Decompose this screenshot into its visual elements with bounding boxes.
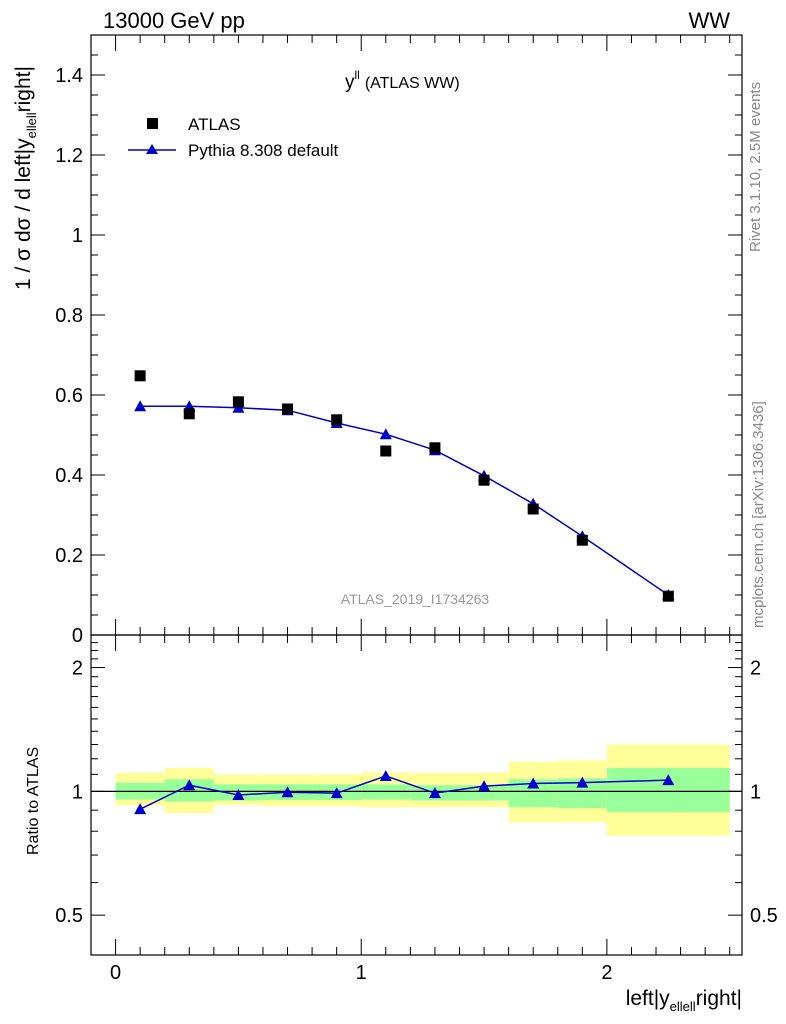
ratio-pythia-point [379, 769, 392, 781]
main-y-label-end: right| [12, 66, 35, 112]
ratio-uncertainty-bands [91, 744, 742, 836]
main-y-tick-label: 0.8 [55, 305, 83, 327]
plot-title-sup: ll [355, 68, 360, 82]
ratio-pythia-point [232, 788, 245, 800]
atlas-point [183, 408, 195, 420]
ratio-y-tick-label: 2 [72, 658, 83, 680]
source-label: mcplots.cern.ch [arXiv:1306.3436] [750, 401, 767, 628]
legend-label-atlas: ATLAS [188, 115, 241, 134]
pythia-point [134, 400, 147, 412]
x-label-sub: ellell [670, 999, 696, 1014]
ratio-pythia-point [527, 777, 540, 789]
x-tick-label: 0 [110, 962, 121, 984]
ratio-pythia-point [183, 779, 196, 791]
atlas-point [380, 445, 392, 457]
ratio-data-marks [134, 769, 675, 815]
ratio-y-tick-label-right: 2 [750, 658, 761, 680]
ratio-band-inner [164, 779, 214, 802]
ratio-pythia-point [134, 803, 147, 815]
plot-title-rest: (ATLAS WW) [365, 75, 460, 92]
ratio-y-axis-label: Ratio to ATLAS [25, 747, 42, 855]
pythia-line [140, 405, 669, 596]
main-y-tick-label: 1.4 [55, 65, 83, 87]
x-label-end: right| [696, 987, 742, 1010]
ratio-pythia-point [330, 787, 343, 799]
main-y-tick-label: 1.2 [55, 145, 83, 167]
main-y-tick-label: 0 [72, 625, 83, 647]
ratio-y-tick-label: 0.5 [55, 905, 83, 927]
legend-label-pythia: Pythia 8.308 default [188, 141, 339, 160]
rivet-version-label: Rivet 3.1.10, 2.5M events [747, 82, 764, 252]
plot-title-main: y [345, 72, 355, 93]
ratio-y-tick-label-right: 1 [750, 781, 761, 803]
header-collision-label: 13000 GeV pp [103, 8, 245, 33]
legend-marker-pythia [146, 144, 158, 154]
main-y-tick-label: 1 [72, 225, 83, 247]
atlas-point [662, 590, 674, 602]
atlas-point [134, 370, 146, 382]
ratio-pythia-point [662, 774, 675, 786]
x-tick-label: 1 [356, 962, 367, 984]
main-y-tick-label: 0.6 [55, 385, 83, 407]
legend: ATLAS Pythia 8.308 default [128, 115, 339, 160]
main-plot-panel: 0 0.2 0.4 0.6 0.8 1 1.2 1.4 yll (ATLAS WW) 1 / σ… [12, 34, 743, 647]
ratio-pythia-point [428, 787, 441, 799]
ratio-y-tick-label-right: 0.5 [750, 905, 778, 927]
main-y-axis-label: 1 / σ dσ / d left|yellellright| [12, 66, 39, 290]
x-axis-label: left|yellellright| [626, 987, 742, 1014]
main-axis-ticks: 0 0.2 0.4 0.6 0.8 1 1.2 1.4 [55, 35, 742, 647]
plot-title: yll (ATLAS WW) [345, 68, 460, 93]
x-tick-label: 2 [601, 962, 612, 984]
atlas-point [576, 534, 588, 546]
atlas-point [282, 403, 294, 415]
ratio-y-tick-label: 1 [72, 781, 83, 803]
main-y-label-main: 1 / σ dσ / d left|y [12, 138, 35, 290]
ratio-pythia-point [478, 780, 491, 792]
main-data-marks [134, 370, 675, 602]
ratio-band-inner [459, 785, 509, 801]
atlas-point [478, 474, 490, 486]
atlas-point [331, 414, 343, 426]
legend-marker-atlas [147, 118, 158, 129]
pythia-point [379, 428, 392, 440]
ratio-plot-panel: 0.5 0.5 1 1 2 2 0 1 2 Ratio to ATLAS left|yellel… [25, 634, 778, 1014]
main-y-tick-label: 0.4 [55, 465, 83, 487]
x-label-main: left|y [626, 987, 670, 1010]
main-y-tick-label: 0.2 [55, 545, 83, 567]
ratio-plot-frame [90, 634, 743, 956]
atlas-point [527, 503, 539, 515]
analysis-tag: ATLAS_2019_I1734263 [341, 591, 490, 607]
header-process-label: WW [688, 8, 730, 33]
ratio-pythia-point [576, 776, 589, 788]
ratio-pythia-point [281, 786, 294, 798]
atlas-point [429, 442, 441, 454]
ratio-band-inner [361, 784, 411, 800]
atlas-point [232, 396, 244, 408]
main-y-label-sub: ellell [24, 112, 39, 138]
